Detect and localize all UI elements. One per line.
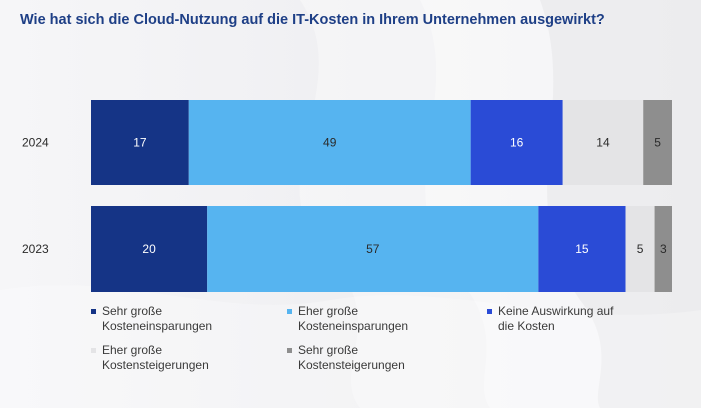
bar-segment-2024-1: [91, 100, 189, 185]
data-label-2024-3: 16: [510, 136, 524, 150]
data-label-2023-4: 5: [637, 242, 644, 256]
data-label-2024-2: 49: [323, 136, 337, 150]
bar-segment-2023-1: [91, 206, 208, 292]
bar-segment-2024-5: [643, 100, 672, 185]
category-label-2023: 2023: [22, 242, 49, 256]
data-label-2023-1: 20: [142, 242, 156, 256]
data-label-2023-5: 3: [660, 242, 667, 256]
bar-segment-2024-3: [470, 100, 563, 185]
data-label-2023-3: 15: [575, 242, 589, 256]
data-label-2024-5: 5: [654, 136, 661, 150]
data-label-2024-1: 17: [133, 136, 147, 150]
bar-segment-2024-4: [562, 100, 644, 185]
stacked-bar-chart: 2024 17 49 16 14 5 2023 20 57 15 5 3: [22, 100, 672, 292]
bar-segment-2023-5: [654, 206, 672, 292]
data-label-2024-4: 14: [596, 136, 610, 150]
bar-segment-2023-2: [207, 206, 539, 292]
bar-segment-2023-3: [538, 206, 626, 292]
bar-segment-2024-2: [188, 100, 471, 185]
category-label-2024: 2024: [22, 136, 49, 150]
data-label-2023-2: 57: [366, 242, 380, 256]
bar-segment-2023-4: [625, 206, 655, 292]
chart-title: Wie hat sich die Cloud-Nutzung auf die I…: [20, 12, 605, 28]
